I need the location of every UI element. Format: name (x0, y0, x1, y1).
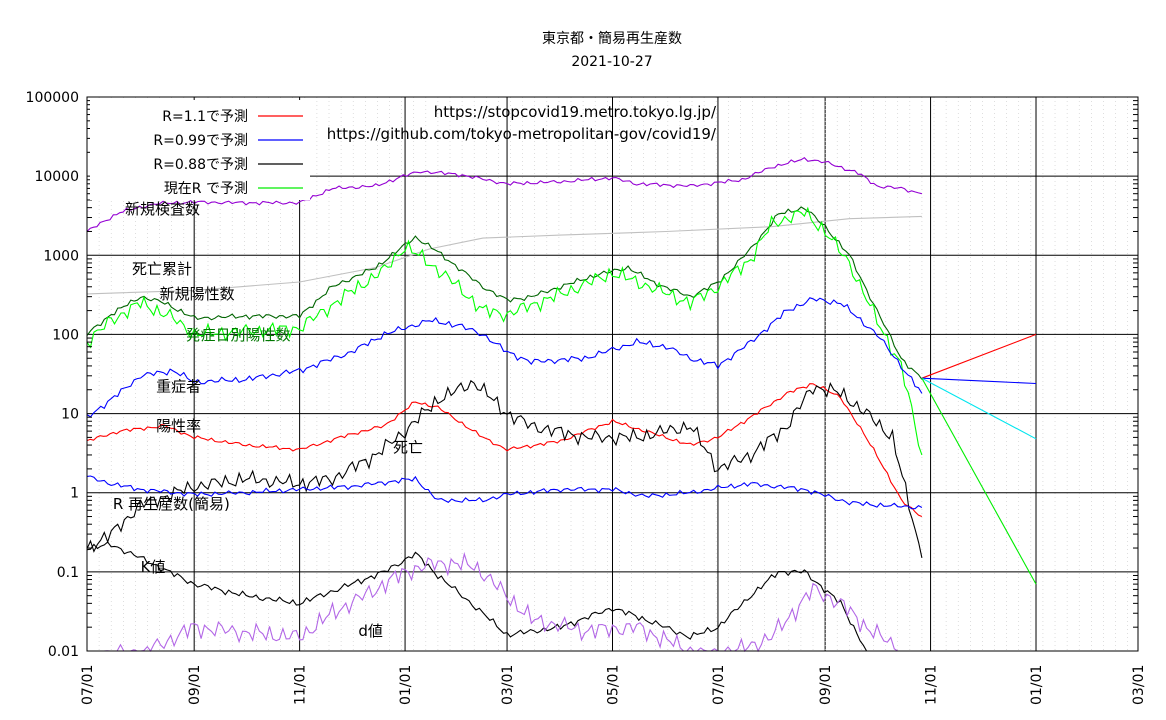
series-annotation: d値 (358, 622, 383, 640)
y-tick-label: 1000 (43, 248, 79, 264)
y-tick-label: 100000 (26, 90, 79, 106)
source-urls: https://stopcovid19.metro.tokyo.lg.jp/ht… (327, 103, 717, 143)
series-line (86, 541, 868, 652)
chart-subtitle: 2021-10-27 (571, 54, 652, 70)
series-line (87, 551, 902, 653)
source-url: https://stopcovid19.metro.tokyo.lg.jp/ (434, 103, 717, 121)
series-line (921, 333, 1037, 379)
series-line (86, 206, 923, 456)
y-tick-label: 10 (61, 407, 79, 423)
y-tick-label: 10000 (34, 169, 79, 185)
x-tick-label: 11/01 (293, 665, 309, 705)
series-line (86, 156, 923, 232)
x-tick-label: 01/01 (398, 665, 414, 705)
x-tick-label: 09/01 (818, 665, 834, 705)
plot-frame (86, 96, 1139, 652)
legend-label: R=1.1で予測 (162, 109, 248, 125)
series-line (86, 379, 923, 559)
x-tick-label: 07/01 (80, 665, 96, 705)
legend-label: R=0.88で予測 (153, 157, 248, 173)
series-annotation: 発症日別陽性数 (186, 326, 291, 344)
series-annotation: 死亡 (393, 439, 423, 457)
series-line (921, 377, 1037, 440)
x-tick-label: 07/01 (711, 665, 727, 705)
x-tick-label: 05/01 (606, 665, 622, 705)
x-tick-label: 03/01 (1131, 665, 1147, 705)
legend-label: R=0.99で予測 (153, 133, 248, 149)
series-annotation: R 再生産数(簡易) (113, 495, 230, 513)
series-annotation: K値 (141, 558, 166, 576)
series-annotation: 新規陽性数 (160, 285, 235, 303)
x-tick-label: 01/01 (1029, 665, 1045, 705)
series-layer (86, 156, 1037, 653)
x-tick-label: 11/01 (924, 665, 940, 705)
axes: 07/01 09/01 11/01 01/01 03/01 05/01 07/01 09/01… (26, 90, 1147, 705)
y-tick-label: 100 (52, 327, 79, 343)
series-line (86, 215, 922, 295)
x-tick-label: 03/01 (500, 665, 516, 705)
series-annotation: 新規検査数 (125, 200, 200, 218)
series-line (86, 475, 923, 510)
series-line (86, 297, 923, 418)
y-tick-label: 0.01 (48, 644, 79, 660)
series-line (86, 383, 923, 518)
x-tick-label: 09/01 (187, 665, 203, 705)
legend-label: 現在R で予測 (164, 181, 248, 197)
series-line (921, 377, 1037, 385)
y-tick-label: 1 (70, 486, 79, 502)
series-line (86, 206, 923, 380)
series-annotation: 重症者 (156, 378, 201, 396)
source-url: https://github.com/tokyo-metropolitan-go… (327, 125, 717, 143)
series-line (921, 377, 1037, 585)
series-annotation: 死亡累計 (132, 260, 192, 278)
series-annotation: 陽性率 (156, 417, 201, 435)
legend-background (90, 100, 310, 200)
y-tick-label: 0.1 (57, 565, 79, 581)
chart-title: 東京都・簡易再生産数 (542, 31, 682, 47)
